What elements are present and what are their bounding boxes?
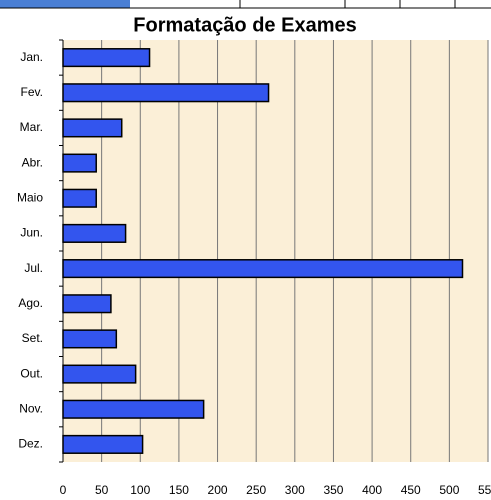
- x-tick-label: 550: [478, 483, 491, 497]
- x-tick-label: 450: [401, 483, 421, 497]
- x-tick-label: 150: [169, 483, 189, 497]
- chart-title: Formatação de Exames: [133, 14, 356, 36]
- bar: [62, 294, 112, 314]
- y-tick-label: Jul.: [24, 261, 43, 275]
- y-tick-label: Abr.: [22, 155, 43, 169]
- x-tick-label: 300: [285, 483, 305, 497]
- y-tick-label: Out.: [20, 366, 43, 380]
- header-strip: [0, 0, 130, 8]
- bar: [62, 364, 137, 384]
- x-tick-label: 400: [362, 483, 382, 497]
- x-tick-label: 50: [95, 483, 109, 497]
- bar: [62, 329, 118, 349]
- y-tick-label: Ago.: [18, 296, 43, 310]
- bar: [62, 118, 123, 138]
- bar: [62, 83, 270, 103]
- x-tick-label: 200: [208, 483, 228, 497]
- y-tick-label: Set.: [22, 331, 43, 345]
- y-tick-label: Mar.: [20, 120, 43, 134]
- y-tick-label: Maio: [17, 190, 43, 204]
- y-tick-label: Fev.: [21, 85, 43, 99]
- x-tick-label: 250: [246, 483, 266, 497]
- y-tick-label: Dez.: [18, 437, 43, 451]
- x-tick-label: 0: [60, 483, 67, 497]
- bar: [62, 399, 205, 419]
- x-tick-label: 350: [323, 483, 343, 497]
- bar: [62, 434, 144, 454]
- y-tick-label: Jan.: [20, 50, 43, 64]
- plot-area: [63, 40, 488, 462]
- bar: [62, 223, 127, 243]
- y-tick-label: Nov.: [19, 401, 43, 415]
- bar: [62, 188, 97, 208]
- bar: [62, 259, 464, 279]
- x-tick-label: 500: [439, 483, 459, 497]
- bar: [62, 48, 151, 68]
- x-tick-label: 100: [130, 483, 150, 497]
- bar: [62, 153, 97, 173]
- y-tick-label: Jun.: [20, 226, 43, 240]
